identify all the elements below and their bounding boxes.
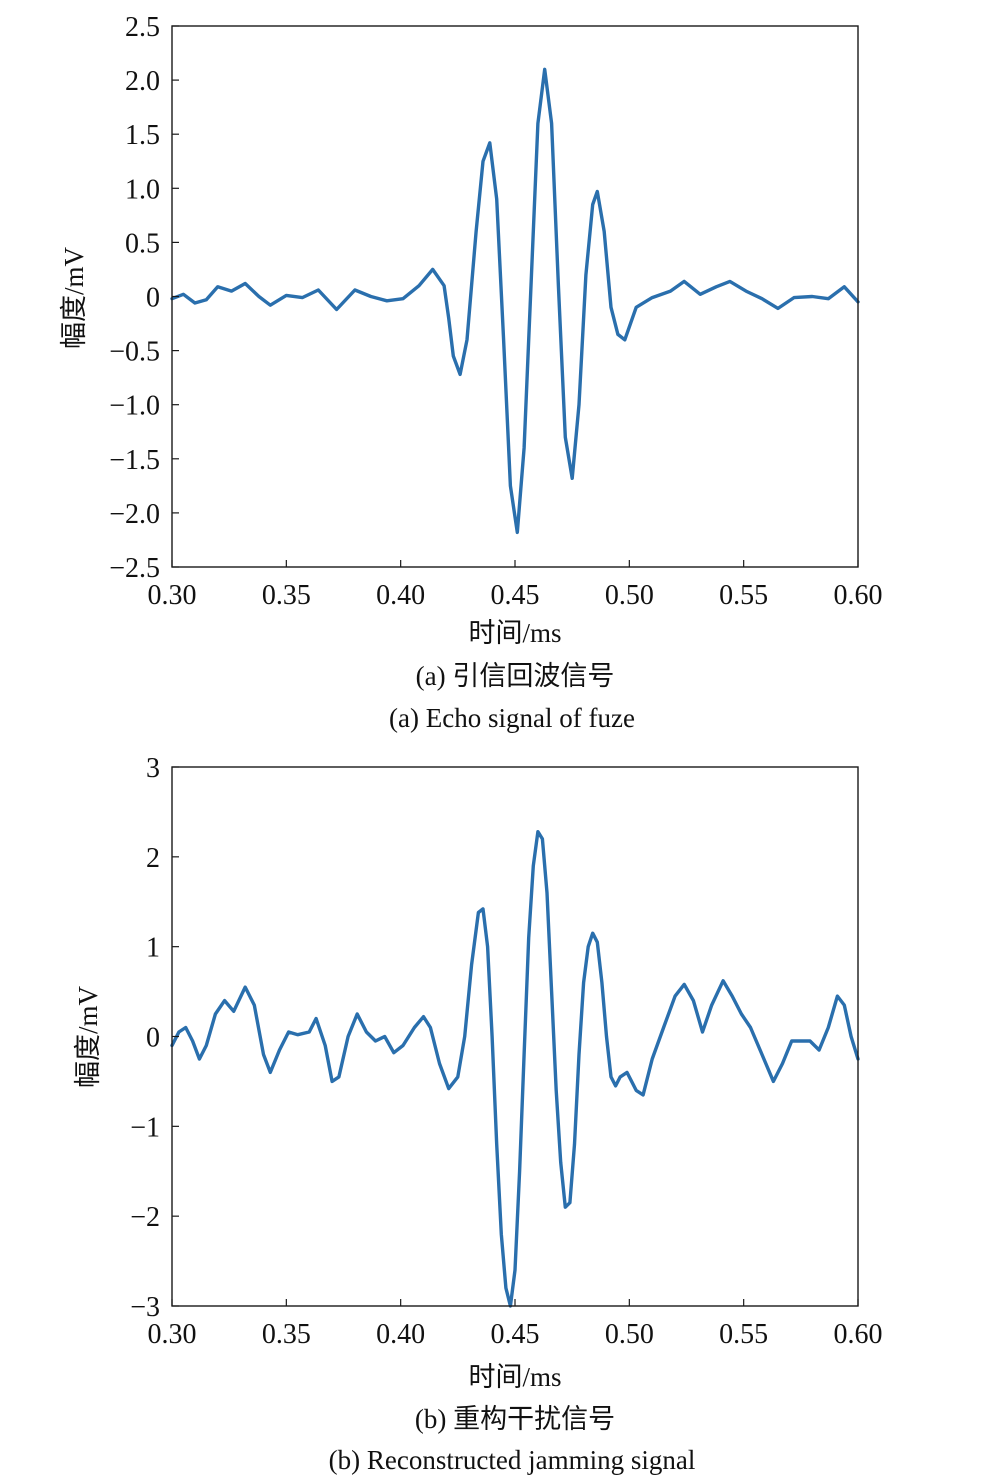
chart-b-y-tick-label: 1 <box>146 933 160 964</box>
chart-b-x-tick-label: 0.55 <box>719 1319 768 1350</box>
chart-a-caption-en: (a) Echo signal of fuze <box>389 703 635 733</box>
chart-b-marks <box>170 830 860 1308</box>
chart-a-marks <box>170 67 860 535</box>
chart-b-x-tick-label: 0.35 <box>262 1319 311 1350</box>
chart-b-series-0-line <box>170 830 860 1308</box>
chart-b-tick-labels: 0.30 0.35 0.40 0.45 0.50 0.55 0.60 3 2 1 0 −1 −2 −3 <box>130 753 882 1350</box>
chart-a-y-tick-label: 0 <box>146 283 160 314</box>
chart-b-x-tick-label: 0.40 <box>376 1319 425 1350</box>
chart-a-y-tick-label: 0.5 <box>125 228 160 259</box>
chart-a-x-tick-label: 0.30 <box>148 580 197 611</box>
chart-b-y-tick-label: −3 <box>130 1292 160 1323</box>
chart-a-x-tick-label: 0.55 <box>719 580 768 611</box>
chart-b-x-tick-label: 0.50 <box>605 1319 654 1350</box>
chart-b-y-tick-label: 2 <box>146 843 160 874</box>
chart-a-caption-cn: (a) 引信回波信号 <box>416 661 615 691</box>
chart-a-x-tick-label: 0.35 <box>262 580 311 611</box>
chart-b-ticks <box>171 766 859 1307</box>
chart-a-tick-labels: 0.30 0.35 0.40 0.45 0.50 0.55 0.602.52.01.51.0… <box>109 12 882 611</box>
chart-b-x-tick-label: 0.60 <box>834 1319 883 1350</box>
chart-b: 0.30 0.35 0.40 0.45 0.50 0.55 0.60 3 2 1 0 −1 −2 −3 幅… <box>73 753 883 1475</box>
chart-a-y-tick-label: −2.5 <box>109 553 160 584</box>
chart-a-series-0-line <box>170 67 860 535</box>
chart-a-y-tick-label: −1.0 <box>109 391 160 422</box>
chart-a-y-tick-label: 1.0 <box>125 174 160 205</box>
chart-a-y-tick-label: −0.5 <box>109 337 160 368</box>
chart-b-caption-en: (b) Reconstructed jamming signal <box>329 1445 696 1475</box>
chart-b-caption-cn: (b) 重构干扰信号 <box>415 1404 615 1434</box>
chart-b-y-tick-label: 3 <box>146 753 160 784</box>
chart-a: 0.30 0.35 0.40 0.45 0.50 0.55 0.602.52.01.51.0… <box>59 12 883 733</box>
chart-a-x-tick-label: 0.60 <box>834 580 883 611</box>
chart-b-x-tick-label: 0.45 <box>491 1319 540 1350</box>
chart-b-x-tick-label: 0.30 <box>148 1319 197 1350</box>
chart-b-x-axis-title: 时间/ms <box>468 1362 561 1392</box>
chart-b-y-tick-label: 0 <box>146 1023 160 1054</box>
chart-a-x-axis-title: 时间/ms <box>468 618 561 648</box>
chart-a-ticks <box>171 25 859 568</box>
chart-a-y-tick-label: 2.0 <box>125 66 160 97</box>
chart-a-x-tick-label: 0.50 <box>605 580 654 611</box>
chart-b-y-tick-label: −1 <box>130 1112 160 1143</box>
chart-a-y-axis-title: 幅度/mV <box>59 247 89 350</box>
chart-a-y-tick-label: 1.5 <box>125 120 160 151</box>
chart-a-x-tick-label: 0.40 <box>376 580 425 611</box>
chart-a-y-tick-label: −1.5 <box>109 445 160 476</box>
chart-a-y-tick-label: 2.5 <box>125 12 160 43</box>
chart-b-y-tick-label: −2 <box>130 1202 160 1233</box>
chart-b-y-axis-title: 幅度/mV <box>73 986 103 1089</box>
chart-a-x-tick-label: 0.45 <box>491 580 540 611</box>
chart-a-y-tick-label: −2.0 <box>109 499 160 530</box>
